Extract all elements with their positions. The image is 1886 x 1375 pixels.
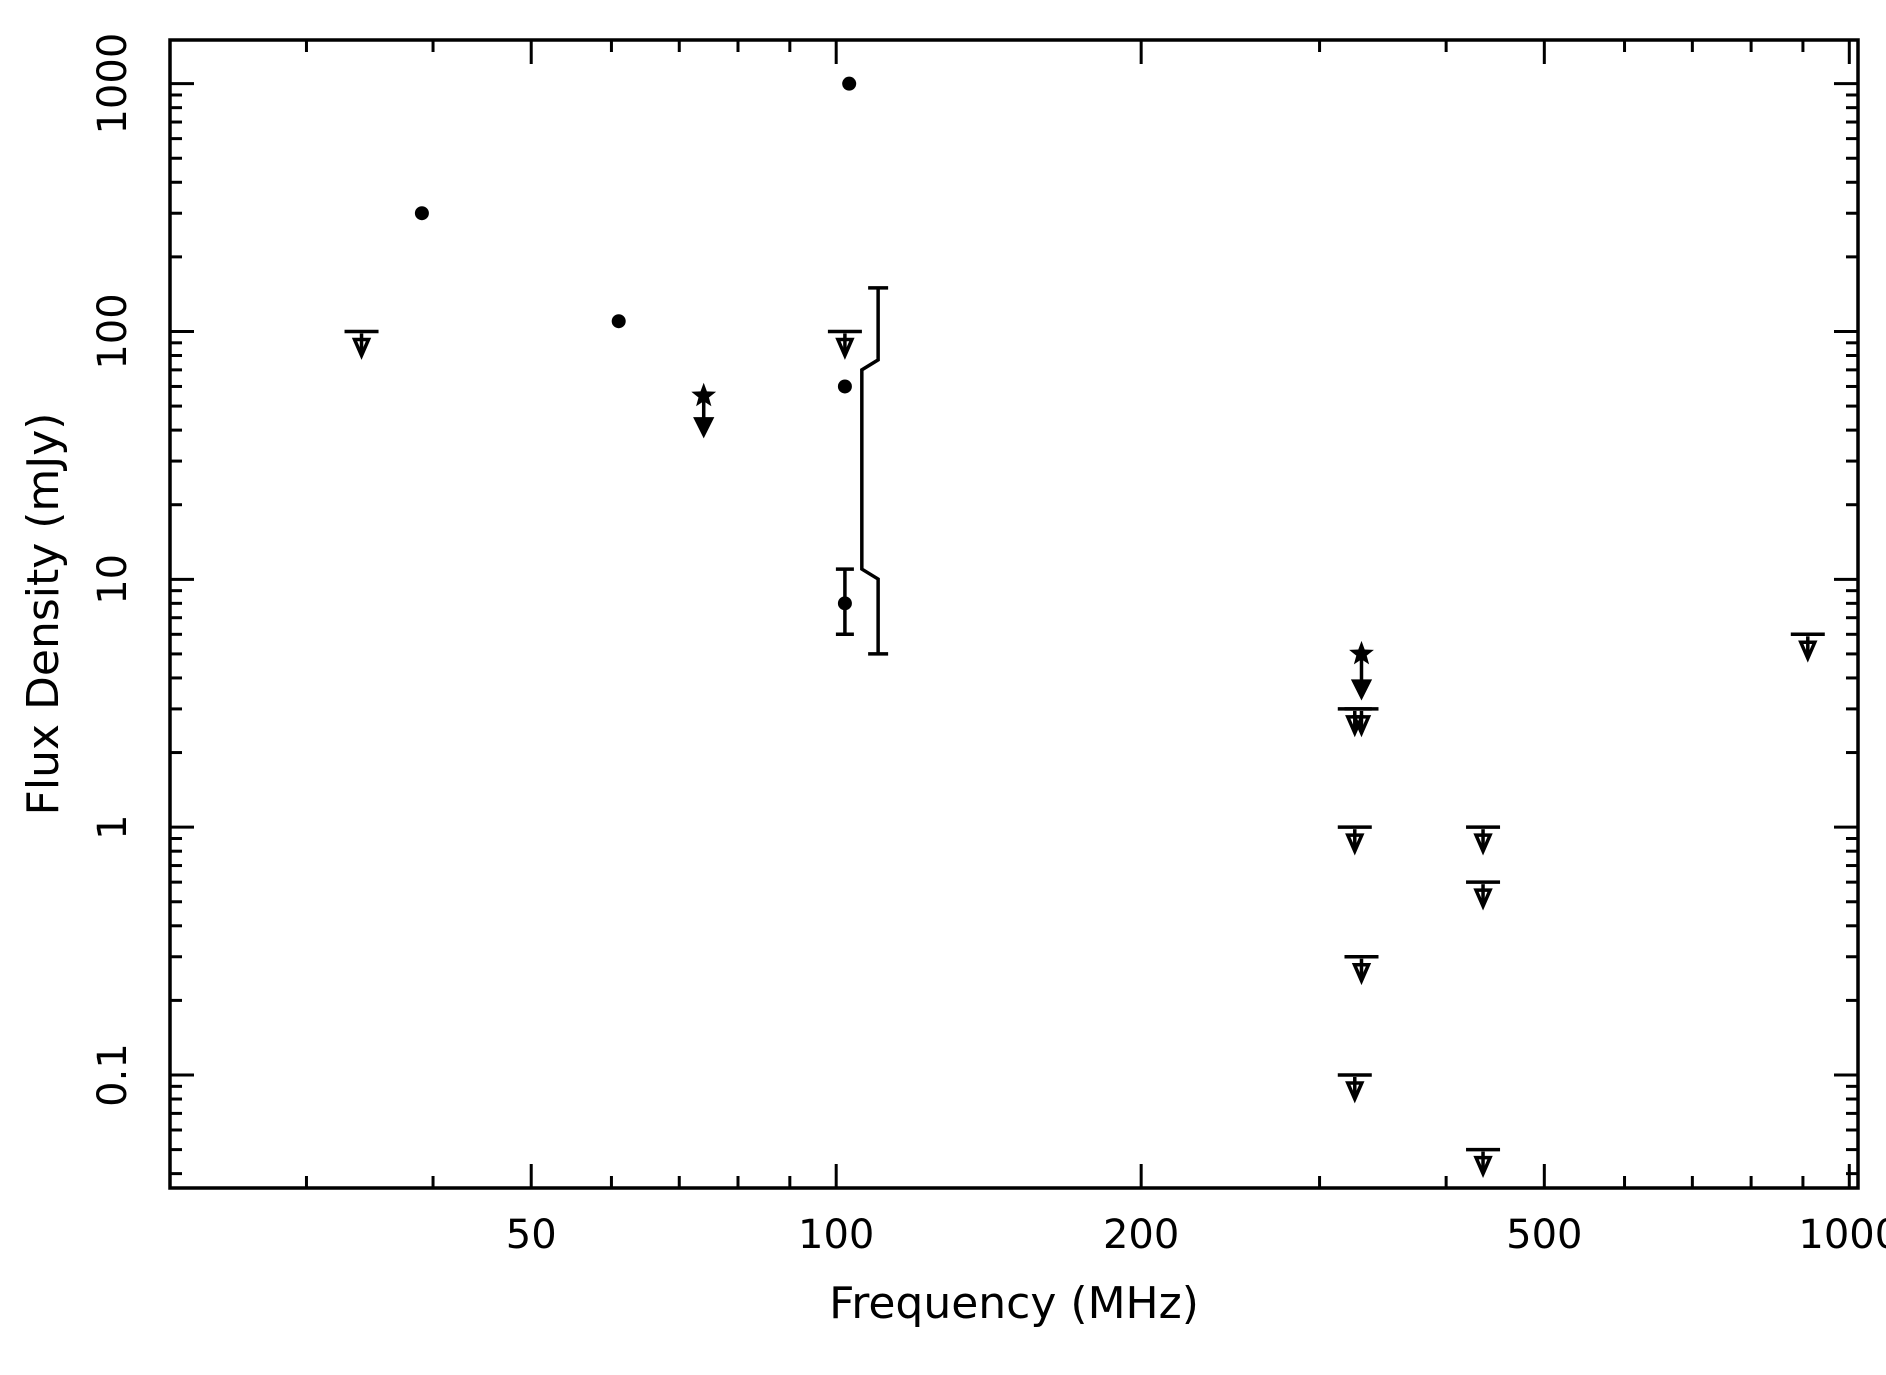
upper-limit-point [344,329,379,360]
range-bar [860,286,889,656]
upper-limit-point [1466,1147,1501,1178]
star-arrow-head [693,417,715,439]
upper-limit-point [1337,825,1372,856]
upper-limit-point [1466,880,1501,911]
x-tick-label: 50 [506,1212,557,1258]
star-upper-limit [691,382,717,439]
y-tick-label: 1000 [90,33,136,135]
error-point [835,567,854,637]
upper-limit-point [1337,1073,1372,1104]
star-arrow-head [1350,679,1373,701]
y-tick-label: 0.1 [90,1043,136,1107]
x-tick-label: 1000 [1798,1212,1886,1258]
detection-point [842,76,857,91]
upper-limit-point [1790,632,1825,663]
y-tick-label: 10 [90,554,136,605]
x-tick-label: 500 [1506,1212,1582,1258]
data-marks [344,76,1825,1178]
upper-limit-point [1344,707,1379,738]
upper-limit-point [1466,825,1501,856]
star-marker [1349,640,1374,665]
error-point-marker [837,596,852,611]
x-axis-label: Frequency (MHz) [829,1278,1199,1329]
upper-limit-point [1344,955,1379,986]
x-tick-label: 200 [1103,1212,1179,1258]
plot-frame [168,38,1860,1190]
star-marker [691,382,717,407]
range-bar-line [860,287,880,654]
axis-ticks [170,40,1858,1188]
y-tick-label: 100 [90,293,136,369]
detection-point [414,206,429,221]
star-upper-limit [1349,640,1374,701]
y-axis-label: Flux Density (mJy) [18,413,69,816]
y-tick-label: 1 [90,814,136,839]
detection-point [611,314,626,329]
tick-labels: 50 100 200 500 1000 0.1 1 10 100 1000 [90,33,1886,1258]
detection-point [837,379,852,394]
upper-limit-point [827,329,862,360]
x-tick-label: 100 [798,1212,874,1258]
